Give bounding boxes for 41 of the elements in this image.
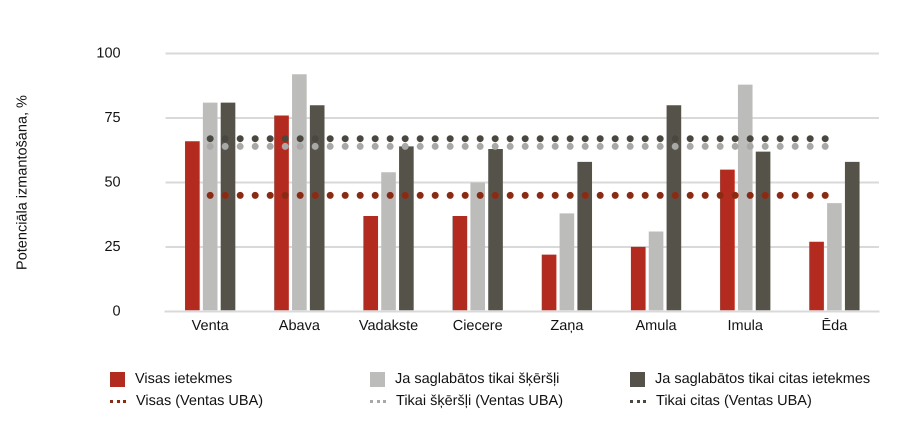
bar xyxy=(399,146,414,310)
bar xyxy=(381,172,396,310)
x-tick-label: Zaņa xyxy=(550,318,584,334)
y-axis-title: Potenciāla izmantošana, % xyxy=(14,94,31,270)
y-tick-label: 75 xyxy=(104,110,121,126)
bar xyxy=(488,149,503,310)
bar xyxy=(542,254,556,310)
bar xyxy=(738,84,753,310)
bar xyxy=(809,242,824,310)
bar xyxy=(202,102,218,310)
bar xyxy=(274,116,289,310)
y-tick-label: 50 xyxy=(104,174,121,190)
bar xyxy=(363,216,378,310)
legend-label: Visas (Ventas UBA) xyxy=(136,393,264,409)
bar xyxy=(756,152,770,310)
bar xyxy=(452,216,468,310)
legend-label: Tikai šķēršļi (Ventas UBA) xyxy=(396,393,564,409)
x-tick-label: Venta xyxy=(192,318,230,334)
bar xyxy=(844,162,860,310)
bar xyxy=(470,182,486,310)
bar xyxy=(720,170,735,310)
bar xyxy=(560,213,574,310)
bar xyxy=(292,74,307,310)
bar xyxy=(185,141,200,310)
bar xyxy=(827,203,842,310)
x-tick-label: Ciecere xyxy=(452,318,503,334)
bar xyxy=(577,162,592,310)
x-tick-label: Imula xyxy=(728,318,764,334)
legend-label: Tikai citas (Ventas UBA) xyxy=(656,393,812,409)
bar xyxy=(630,246,646,310)
y-tick-label: 100 xyxy=(96,46,121,62)
x-tick-label: Abava xyxy=(278,318,321,334)
y-tick-label: 0 xyxy=(112,303,121,320)
x-tick-label: Ēda xyxy=(822,318,848,334)
legend-label: Ja saglabātos tikai šķēršļi xyxy=(395,371,560,387)
legend-label: Ja saglabātos tikai citas ietekmes xyxy=(655,371,870,387)
bar xyxy=(648,231,664,310)
x-tick-label: Amula xyxy=(636,318,678,334)
x-tick-label: Vadakste xyxy=(358,318,418,334)
legend-label: Visas ietekmes xyxy=(135,371,232,387)
y-tick-label: 25 xyxy=(104,238,121,255)
